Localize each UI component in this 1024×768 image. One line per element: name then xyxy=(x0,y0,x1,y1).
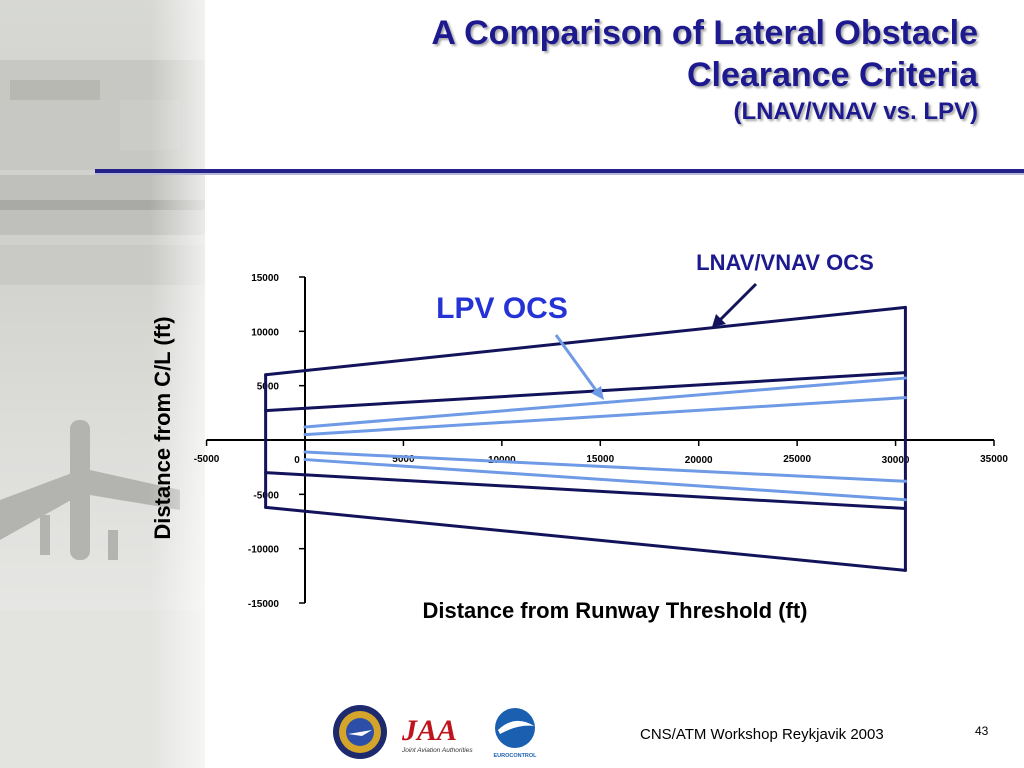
lnav-vnav-ocs-label: LNAV/VNAV OCS xyxy=(696,250,874,275)
x-tick-label: 0 xyxy=(294,455,300,466)
y-tick-label: -10000 xyxy=(248,545,280,556)
x-tick-label: -5000 xyxy=(194,454,220,465)
lnav-vnav-arrowhead xyxy=(712,314,726,327)
lpv-ocs-line xyxy=(303,458,907,502)
jaa-logo: JAA Joint Aviation Authorities xyxy=(401,714,473,754)
eurocontrol-logo: EUROCONTROL xyxy=(493,708,537,759)
chart-series xyxy=(264,305,907,572)
photo-fade xyxy=(150,0,230,768)
x-axis-title: Distance from Runway Threshold (ft) xyxy=(422,598,807,623)
lnav-vnav-ocs-line xyxy=(264,371,907,413)
lpv-arrowhead xyxy=(591,386,604,400)
slide-title: A Comparison of Lateral Obstacle Clearan… xyxy=(431,12,978,128)
lnav-vnav-ocs-line xyxy=(264,471,907,510)
svg-text:EUROCONTROL: EUROCONTROL xyxy=(493,753,537,759)
svg-text:JAA: JAA xyxy=(401,714,457,747)
lpv-pointer-arrow xyxy=(554,334,600,394)
title-line-2: Clearance Criteria xyxy=(686,56,978,94)
lnav-vnav-pointer-arrow xyxy=(718,282,758,322)
svg-text:Joint Aviation Authorities: Joint Aviation Authorities xyxy=(401,747,473,754)
workshop-footer: CNS/ATM Workshop Reykjavik 2003 xyxy=(640,726,884,743)
y-tick-label: -15000 xyxy=(248,599,280,610)
lpv-ocs-label: LPV OCS xyxy=(436,292,568,325)
y-tick-label: 10000 xyxy=(251,327,279,338)
lpv-ocs-line xyxy=(303,396,907,437)
lnav-vnav-ocs-series xyxy=(264,305,907,572)
y-tick-label: 5000 xyxy=(257,382,280,393)
title-line-1: A Comparison of Lateral Obstacle xyxy=(431,14,978,52)
lpv-ocs-line xyxy=(303,450,907,483)
lnav-vnav-ocs-line xyxy=(264,505,907,572)
lpv-ocs-line xyxy=(303,376,907,429)
faa-seal-logo xyxy=(333,705,387,759)
y-tick-label: 15000 xyxy=(251,273,279,284)
x-tick-label: 20000 xyxy=(685,455,713,466)
x-tick-label: 15000 xyxy=(586,454,614,465)
x-tick-label: 35000 xyxy=(980,454,1008,465)
lnav-vnav-ocs-line xyxy=(264,305,907,377)
x-tick-label: 5000 xyxy=(392,454,415,465)
title-subtitle: (LNAV/VNAV vs. LPV) xyxy=(733,98,978,125)
footer-logos: JAA Joint Aviation Authorities EUROCONTR… xyxy=(332,704,542,760)
x-tick-label: 30000 xyxy=(882,455,910,466)
y-axis-title: Distance from C/L (ft) xyxy=(150,316,175,539)
title-divider xyxy=(95,169,1024,175)
lpv-ocs-series xyxy=(303,376,907,502)
x-tick-label: 25000 xyxy=(783,454,811,465)
page-number: 43 xyxy=(975,724,989,738)
